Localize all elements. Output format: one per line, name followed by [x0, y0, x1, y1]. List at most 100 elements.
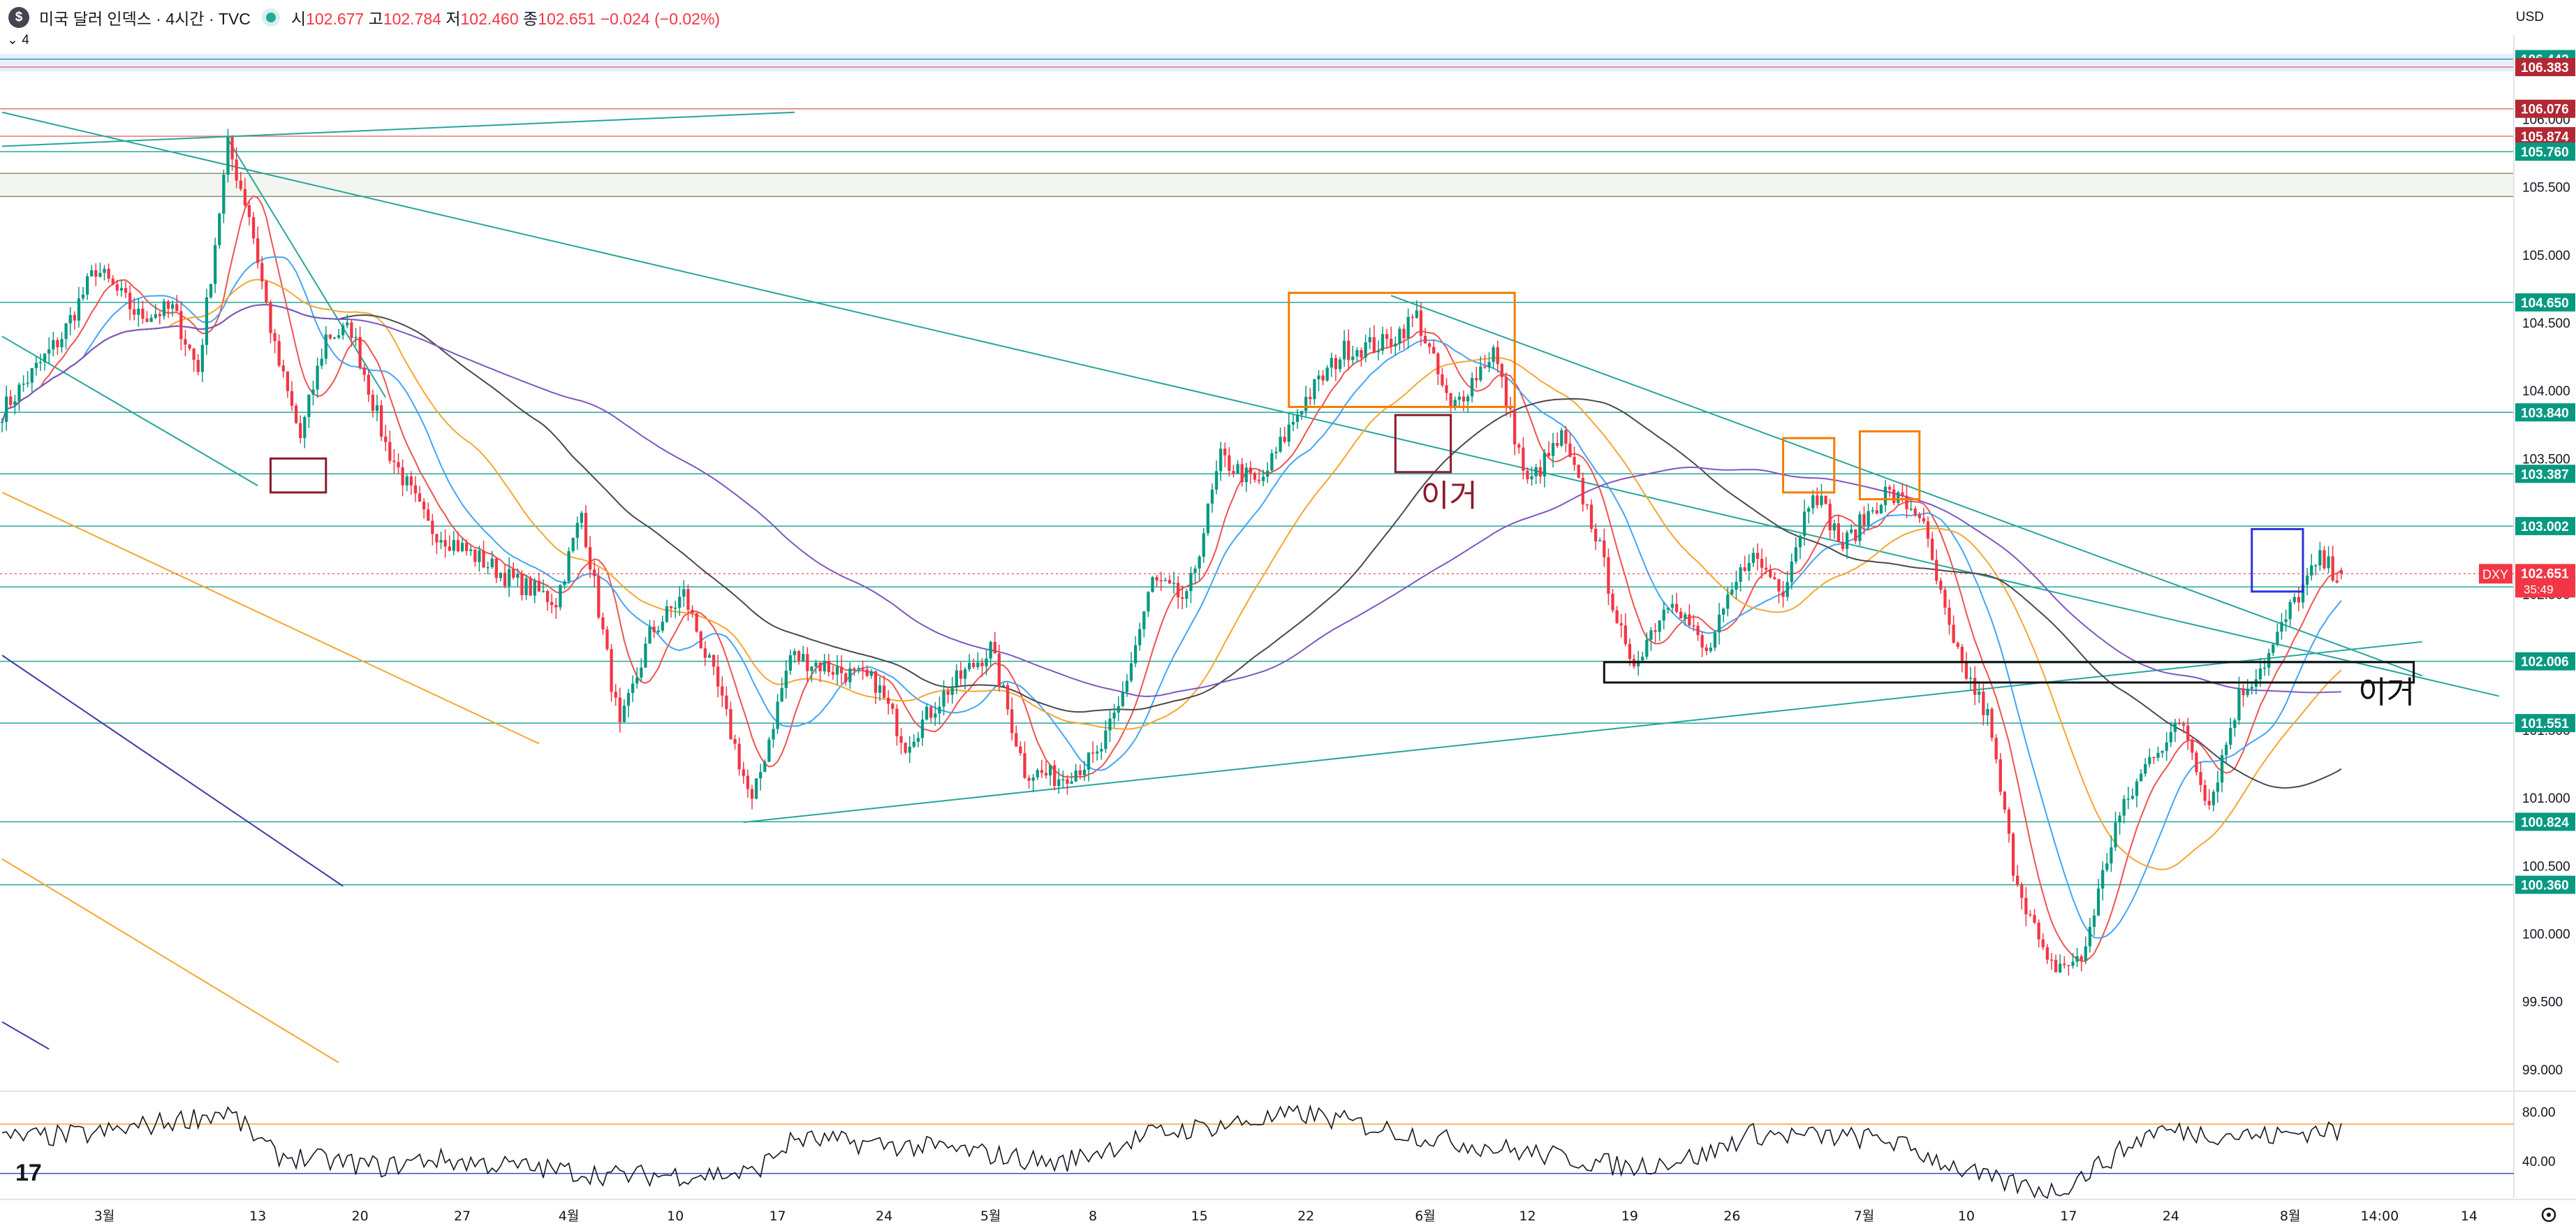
- candle-body: [1713, 632, 1717, 648]
- candle-body: [60, 339, 64, 348]
- moving-average-line: [1, 195, 2342, 962]
- candle-body: [192, 348, 196, 360]
- currency-label[interactable]: USD: [2515, 10, 2544, 24]
- candle-body: [1300, 411, 1304, 415]
- candle-body: [725, 695, 728, 709]
- candle-body: [1240, 464, 1244, 483]
- candle-body: [460, 543, 464, 552]
- candle-body: [1875, 510, 1878, 513]
- candle-body: [1743, 567, 1746, 571]
- price-level-tag: [2515, 465, 2575, 483]
- candle-body: [2110, 847, 2113, 863]
- candle-body: [1862, 514, 1866, 526]
- highlight-box: [1603, 661, 2415, 684]
- candle-body: [209, 284, 213, 298]
- candle-body: [490, 558, 494, 567]
- candle-body: [669, 606, 673, 608]
- candle-body: [1658, 620, 1661, 632]
- candle-body: [2318, 550, 2322, 566]
- moving-average-line: [1, 279, 2342, 870]
- candle-body: [1948, 607, 1951, 625]
- candle-body: [1654, 630, 1657, 632]
- candle-body: [1206, 503, 1209, 534]
- x-tick-label: 10: [667, 1209, 684, 1224]
- candle-body: [2173, 722, 2177, 732]
- candle-body: [1325, 367, 1329, 381]
- candle-body: [678, 597, 682, 608]
- zone-band: [0, 173, 2514, 197]
- candle-body: [85, 276, 89, 295]
- y-tick-label: 100.500: [2522, 859, 2570, 874]
- candle-body: [1739, 567, 1742, 582]
- candle-body: [869, 671, 873, 676]
- candle-body: [2059, 963, 2062, 972]
- candle-body: [588, 547, 592, 570]
- candle-body: [844, 673, 848, 683]
- candle-body: [1070, 781, 1073, 784]
- candle-body: [17, 384, 21, 402]
- price-level-tag-label: 101.551: [2521, 717, 2569, 731]
- x-tick-label: 17: [2060, 1209, 2077, 1224]
- candle-body: [1573, 457, 1576, 465]
- candle-body: [1449, 393, 1452, 407]
- candle-body: [1317, 375, 1320, 379]
- candle-body: [989, 641, 992, 659]
- candle-body: [912, 741, 915, 747]
- candle-body: [22, 384, 25, 385]
- market-status-icon: [265, 13, 276, 22]
- candle-body: [1406, 316, 1410, 338]
- candle-body: [56, 340, 59, 348]
- candle-body: [2135, 781, 2139, 796]
- candle-body: [1274, 451, 1278, 453]
- candle-body: [2101, 870, 2105, 889]
- candle-body: [1010, 709, 1014, 734]
- settings-gear-icon[interactable]: [2541, 1207, 2556, 1223]
- candle-body: [1457, 396, 1461, 400]
- candle-body: [303, 417, 307, 439]
- candle-body: [622, 706, 626, 722]
- candle-body: [145, 319, 149, 322]
- candle-body: [243, 189, 246, 205]
- indicator-toggle[interactable]: ⌄ 4: [7, 32, 29, 48]
- symbol-title[interactable]: 미국 달러 인덱스 · 4시간 · TVC: [39, 10, 251, 28]
- candle-body: [1773, 577, 1776, 579]
- candle-body: [1603, 540, 1606, 557]
- candle-body: [1266, 470, 1269, 477]
- candle-body: [780, 687, 783, 702]
- candle-body: [1304, 397, 1308, 411]
- tradingview-logo-icon[interactable]: 17: [15, 1160, 42, 1186]
- candle-body: [1837, 523, 1841, 542]
- candle-body: [1585, 504, 1589, 506]
- candle-body: [857, 668, 860, 669]
- candle-body: [2045, 947, 2049, 960]
- candle-body: [1244, 467, 1248, 483]
- candle-body: [1360, 350, 1363, 358]
- candle-body: [563, 581, 566, 585]
- candle-body: [2276, 632, 2279, 645]
- candle-body: [486, 567, 490, 569]
- candle-body: [1594, 528, 1598, 541]
- candle-body: [916, 738, 920, 742]
- candle-body: [1982, 691, 1985, 715]
- gear-ring: [2541, 1207, 2556, 1223]
- candle-body: [925, 706, 929, 720]
- chevron-down-icon[interactable]: ⌄: [7, 33, 18, 48]
- candle-body: [891, 703, 895, 709]
- y-tick-label: 104.000: [2522, 384, 2570, 399]
- candle-body: [166, 301, 170, 309]
- candle-body: [2092, 915, 2096, 927]
- y-tick-label: 99.500: [2522, 995, 2563, 1010]
- candle-body: [614, 692, 617, 698]
- candle-body: [673, 607, 677, 609]
- candle-body: [286, 371, 289, 391]
- highlight-box: [269, 457, 327, 494]
- candle-body: [175, 304, 179, 312]
- candle-body: [920, 720, 925, 738]
- candle-body: [1309, 397, 1312, 400]
- candle-body: [188, 344, 191, 349]
- candle-body: [149, 317, 153, 322]
- candle-body: [1854, 529, 1857, 541]
- candle-body: [115, 284, 119, 291]
- moving-average-line: [1, 304, 2341, 697]
